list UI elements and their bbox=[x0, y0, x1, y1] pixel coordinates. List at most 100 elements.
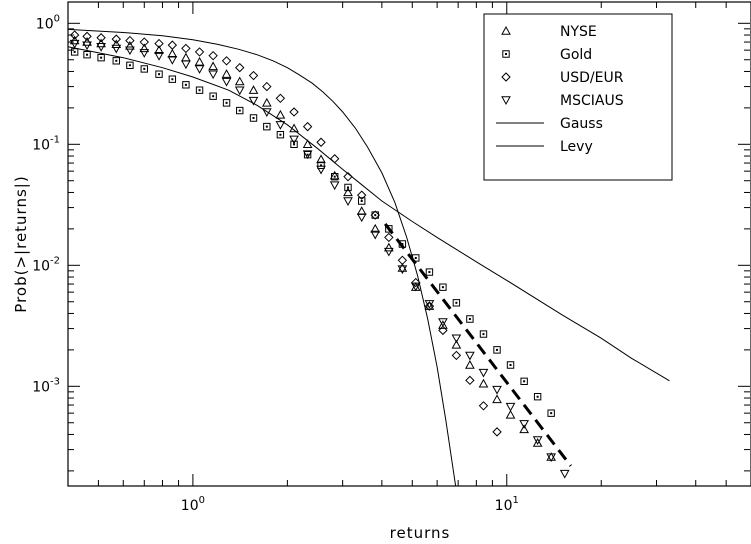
point-gold-dot bbox=[333, 175, 336, 178]
point-usd-eur bbox=[69, 30, 80, 40]
point-usd-eur bbox=[370, 210, 380, 220]
point-msciaus bbox=[451, 334, 462, 344]
series-gauss-line bbox=[68, 28, 457, 486]
legend-label-nyse: NYSE bbox=[560, 24, 597, 40]
point-msciaus bbox=[438, 318, 448, 328]
point-usd-eur bbox=[221, 56, 232, 66]
point-msciaus bbox=[410, 282, 421, 292]
y-tick-label: 10-1 bbox=[32, 134, 60, 153]
point-msciaus bbox=[181, 60, 191, 70]
point-gold-dot bbox=[441, 286, 444, 289]
point-nyse bbox=[383, 242, 394, 252]
point-nyse bbox=[370, 223, 381, 233]
point-usd-eur bbox=[329, 154, 340, 164]
legend-marker-usd-eur bbox=[501, 72, 511, 82]
point-msciaus bbox=[532, 436, 543, 446]
point-usd-eur bbox=[424, 301, 435, 311]
point-msciaus bbox=[221, 77, 232, 87]
point-gold bbox=[331, 172, 339, 181]
point-msciaus bbox=[82, 41, 92, 51]
series-fit-line-line bbox=[384, 222, 572, 467]
point-msciaus bbox=[329, 181, 340, 191]
point-gold-dot bbox=[171, 78, 174, 81]
point-gold-dot bbox=[128, 64, 131, 67]
point-usd-eur bbox=[289, 107, 299, 117]
point-gold bbox=[303, 151, 312, 159]
point-nyse bbox=[519, 424, 529, 434]
legend-marker-msciaus bbox=[501, 96, 511, 106]
point-gold bbox=[97, 53, 105, 62]
point-usd-eur bbox=[82, 31, 92, 42]
legend-label-msciaus: MSCIAUS bbox=[560, 93, 624, 109]
point-msciaus bbox=[465, 351, 475, 361]
point-gold-dot bbox=[468, 317, 471, 320]
point-gold bbox=[126, 61, 134, 69]
point-usd-eur bbox=[316, 137, 326, 147]
point-nyse bbox=[139, 43, 150, 53]
legend-label-gauss: Gauss bbox=[560, 116, 603, 132]
point-gold bbox=[439, 283, 447, 291]
point-nyse bbox=[478, 378, 489, 388]
point-nyse bbox=[125, 40, 135, 50]
point-nyse bbox=[505, 409, 516, 419]
y-axis-label: Prob(>|returns|) bbox=[12, 175, 30, 312]
legend-marker-gold bbox=[502, 50, 510, 58]
point-usd-eur bbox=[262, 81, 272, 92]
point-usd-eur bbox=[275, 93, 286, 104]
point-gold-dot bbox=[414, 256, 417, 259]
point-msciaus bbox=[492, 385, 502, 395]
point-gold bbox=[168, 75, 177, 83]
x-tick-label: 100 bbox=[181, 495, 205, 514]
point-nyse bbox=[465, 359, 475, 369]
point-nyse bbox=[438, 320, 448, 329]
point-usd-eur bbox=[248, 70, 259, 81]
point-gold bbox=[506, 361, 515, 369]
point-gold bbox=[452, 299, 461, 307]
point-gold bbox=[112, 57, 120, 65]
legend-label-usd-eur: USD/EUR bbox=[560, 70, 624, 86]
point-gold bbox=[140, 65, 148, 73]
point-nyse bbox=[424, 301, 435, 310]
point-gold-dot bbox=[212, 95, 215, 98]
legend-label-gold: Gold bbox=[560, 47, 592, 63]
x-axis-label: returns bbox=[390, 524, 451, 542]
point-msciaus bbox=[370, 230, 381, 240]
point-gold-dot bbox=[360, 199, 363, 202]
point-msciaus bbox=[234, 86, 245, 96]
point-msciaus bbox=[559, 469, 570, 479]
point-gold bbox=[236, 106, 244, 115]
y-tick-label: 100 bbox=[36, 13, 60, 32]
point-nyse bbox=[492, 394, 502, 404]
point-gold-dot bbox=[428, 271, 431, 274]
point-msciaus bbox=[208, 70, 218, 80]
point-gold-dot bbox=[306, 153, 309, 156]
point-gold-dot bbox=[115, 59, 118, 62]
point-gold-dot bbox=[158, 73, 161, 76]
point-nyse bbox=[302, 139, 313, 149]
point-usd-eur bbox=[384, 232, 394, 243]
point-usd-eur bbox=[492, 427, 502, 437]
point-gold-dot bbox=[523, 380, 526, 383]
x-tick-label: 101 bbox=[495, 495, 519, 514]
point-nyse bbox=[451, 339, 462, 349]
point-gold bbox=[520, 377, 528, 385]
point-gold bbox=[249, 114, 258, 122]
point-usd-eur bbox=[235, 62, 245, 73]
point-msciaus bbox=[383, 247, 394, 257]
point-msciaus bbox=[69, 39, 80, 49]
point-gold bbox=[209, 92, 217, 100]
point-msciaus bbox=[194, 65, 205, 74]
point-nyse bbox=[248, 85, 259, 94]
plot-frame bbox=[67, 1, 751, 487]
point-msciaus bbox=[356, 213, 367, 223]
point-gold bbox=[425, 268, 434, 276]
point-msciaus bbox=[96, 43, 106, 52]
point-gold bbox=[83, 51, 91, 59]
point-msciaus bbox=[111, 44, 122, 54]
point-gold-dot bbox=[238, 109, 241, 112]
point-usd-eur bbox=[96, 33, 106, 43]
point-gold-dot bbox=[279, 133, 282, 136]
point-usd-eur bbox=[125, 35, 135, 46]
legend-marker-gold-dot bbox=[505, 53, 507, 55]
